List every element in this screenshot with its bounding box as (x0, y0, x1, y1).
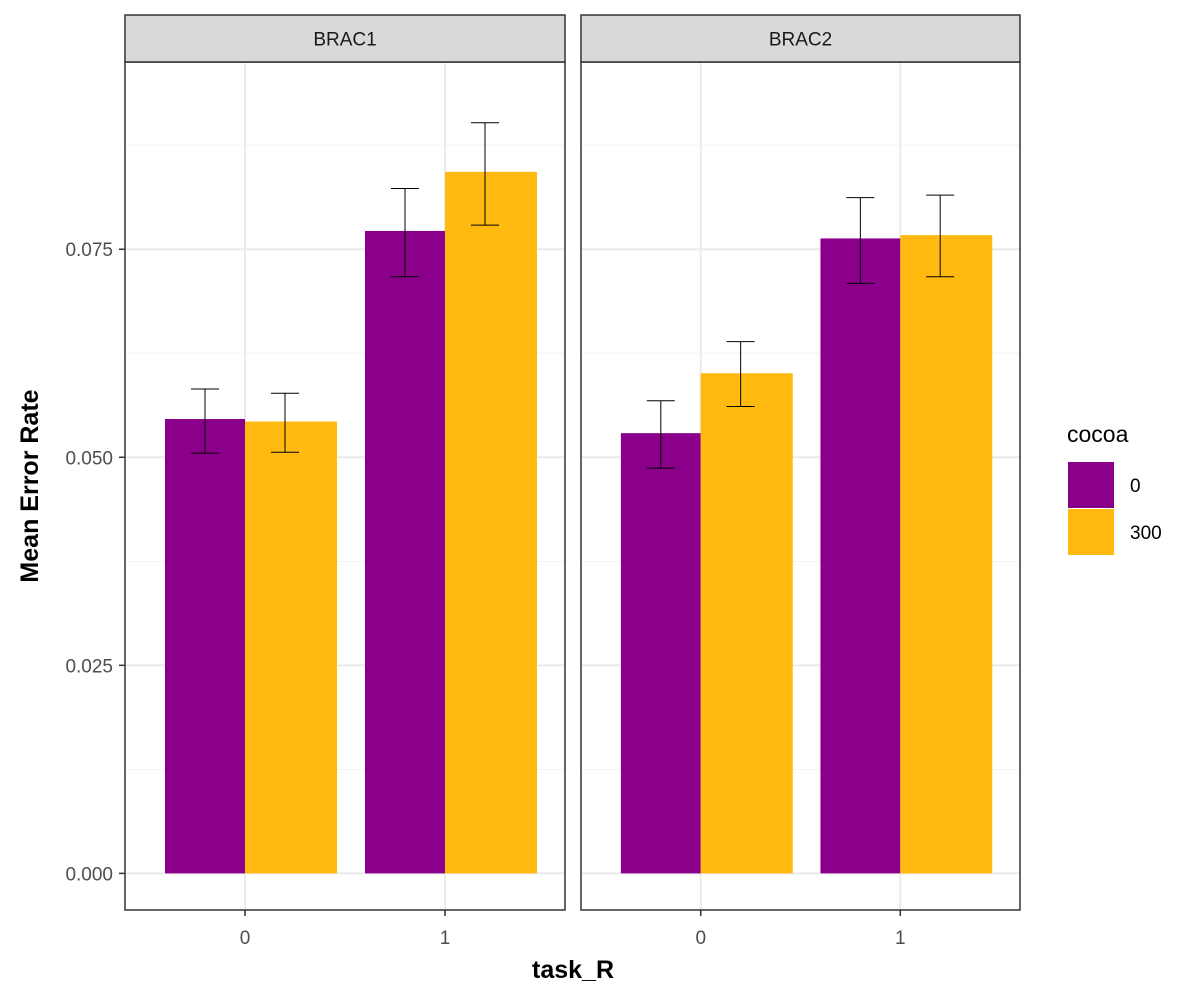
x-tick-label: 0 (240, 928, 251, 949)
bar (245, 421, 337, 874)
legend-key (1068, 509, 1114, 555)
y-tick-label: 0.025 (65, 656, 113, 677)
bar (900, 235, 993, 874)
x-tick-label: 1 (440, 928, 451, 949)
facet-strip (580, 14, 1021, 63)
panels-layer: BRAC1 0 1 BRAC2 0 1 (124, 14, 1021, 949)
y-tick-label: 0.000 (65, 864, 113, 885)
facet-strip-label: BRAC2 (769, 30, 832, 51)
x-tick-label: 0 (695, 928, 706, 949)
legend-key (1068, 462, 1114, 508)
x-axis-title: task_R (532, 956, 614, 984)
legend-label: 0 (1130, 476, 1141, 497)
x-tick-label: 1 (895, 928, 906, 949)
facet-strip (124, 14, 566, 63)
y-axis-title: Mean Error Rate (16, 389, 44, 582)
bar (700, 373, 793, 874)
y-tick-label: 0.050 (65, 448, 113, 469)
bar (445, 171, 537, 874)
legend: cocoa 0 300 (1067, 421, 1162, 555)
bar (365, 230, 445, 874)
facet-panel: BRAC1 0 1 (124, 14, 566, 949)
y-tick-label: 0.075 (65, 240, 113, 261)
y-axis: 0.000 0.025 0.050 0.075 (65, 240, 125, 885)
bar (820, 238, 901, 874)
facet-strip-label: BRAC1 (313, 30, 376, 51)
facet-panel: BRAC2 0 1 (580, 14, 1021, 949)
legend-label: 300 (1130, 523, 1162, 544)
legend-title: cocoa (1067, 421, 1129, 447)
bar (620, 433, 701, 874)
bar (165, 419, 245, 874)
